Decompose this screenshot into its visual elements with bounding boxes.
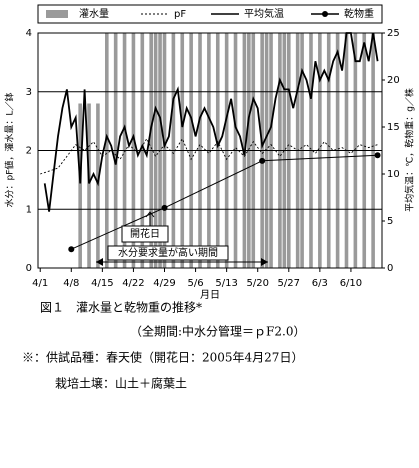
bar xyxy=(87,103,91,268)
annotation-box xyxy=(107,245,229,261)
x-tick-label: 5/6 xyxy=(188,278,204,289)
legend-swatch xyxy=(46,10,68,18)
bar xyxy=(78,103,82,268)
x-tick-label: 6/10 xyxy=(340,278,362,289)
y2-tick-label: 5 xyxy=(387,216,393,227)
y2-axis-label: 平均気温：℃，乾物重：g／株 xyxy=(404,88,416,212)
x-tick-label: 5/27 xyxy=(278,278,300,289)
plot-frame xyxy=(37,32,383,269)
x-tick-label: 6/3 xyxy=(312,278,328,289)
y2-tick-label: 25 xyxy=(387,28,400,39)
caption: 栽培土壌：山土＋腐葉土 xyxy=(55,376,187,391)
y2-tick-label: 15 xyxy=(387,122,400,133)
annotation: 水分要求量が高い期間 xyxy=(118,246,218,259)
y-axis-label: 水分：pF値，灌水量：L／鉢 xyxy=(4,93,16,208)
annotation-arrow xyxy=(145,211,155,226)
legend-box xyxy=(37,4,383,24)
line xyxy=(71,154,378,250)
legend-label: 灌水量 xyxy=(79,8,109,20)
y-tick-label: 3 xyxy=(26,87,32,98)
legend-marker xyxy=(322,11,328,17)
x-tick-label: 4/22 xyxy=(122,278,144,289)
x-axis-label: 月日 xyxy=(200,289,220,301)
y-tick-label: 1 xyxy=(26,204,32,215)
x-tick-label: 4/1 xyxy=(32,278,48,289)
x-tick-label: 4/8 xyxy=(63,278,79,289)
caption: 図１ 灌水量と乾物重の推移* xyxy=(40,301,202,315)
y-tick-label: 2 xyxy=(26,146,32,157)
legend-label: 平均気温 xyxy=(244,7,284,20)
y2-tick-label: 10 xyxy=(387,169,400,180)
y-tick-label: 0 xyxy=(26,263,32,274)
marker xyxy=(68,246,75,253)
y-tick-label: 4 xyxy=(26,28,32,39)
annotation-box xyxy=(121,225,169,243)
x-tick-label: 5/20 xyxy=(246,278,268,289)
bar xyxy=(96,103,100,268)
legend-label: pF xyxy=(174,9,186,20)
marker xyxy=(161,204,168,211)
line xyxy=(40,137,378,175)
x-tick-label: 4/15 xyxy=(91,278,113,289)
caption: ※：供試品種：春天使（開花日：2005年4月27日） xyxy=(22,350,303,365)
y2-tick-label: 20 xyxy=(387,75,400,86)
x-tick-label: 5/13 xyxy=(215,278,237,289)
legend-label: 乾物重 xyxy=(344,7,374,20)
annotation: 開花日 xyxy=(130,227,160,240)
x-tick-label: 4/29 xyxy=(153,278,175,289)
caption: （全期間:中水分管理＝ｐF2.0） xyxy=(130,324,305,339)
marker xyxy=(374,152,381,159)
marker xyxy=(259,157,266,164)
y2-tick-label: 0 xyxy=(387,263,393,274)
line xyxy=(43,32,379,212)
